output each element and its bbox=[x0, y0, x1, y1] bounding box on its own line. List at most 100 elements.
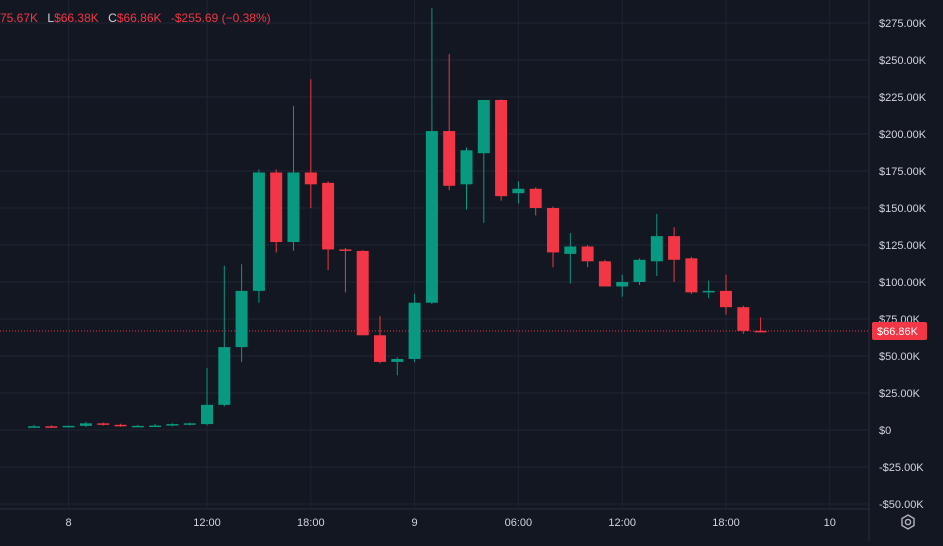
candle-body bbox=[633, 259, 646, 282]
candle-down[interactable] bbox=[685, 256, 698, 294]
candle-up[interactable] bbox=[252, 169, 265, 303]
candle-up[interactable] bbox=[408, 293, 421, 362]
candle-down[interactable] bbox=[45, 425, 58, 428]
candle-body bbox=[374, 335, 386, 362]
candle-up[interactable] bbox=[218, 265, 231, 407]
time-tick-label: 9 bbox=[412, 517, 418, 529]
candle-up[interactable] bbox=[201, 367, 213, 426]
candle-up[interactable] bbox=[702, 280, 715, 299]
candle-up[interactable] bbox=[512, 181, 525, 204]
candle-body bbox=[616, 282, 629, 287]
legend-change: -$255.69 (−0.38%) bbox=[170, 11, 271, 25]
candle-down[interactable] bbox=[668, 227, 681, 282]
price-tick-label: -$25.00K bbox=[879, 462, 924, 474]
candle-up[interactable] bbox=[564, 233, 577, 284]
candle-body bbox=[668, 236, 681, 260]
settings-gear-icon[interactable] bbox=[899, 513, 917, 531]
gear-icon bbox=[901, 514, 915, 530]
candle-body bbox=[97, 423, 110, 425]
candle-down[interactable] bbox=[547, 206, 559, 268]
candle-down[interactable] bbox=[581, 245, 594, 268]
candle-up[interactable] bbox=[477, 99, 490, 223]
candle-up[interactable] bbox=[391, 357, 404, 376]
price-axis-background bbox=[870, 0, 943, 541]
candle-up[interactable] bbox=[149, 424, 162, 428]
time-tick-label: 18:00 bbox=[297, 517, 325, 529]
legend-low-key: L bbox=[47, 11, 55, 25]
price-tick-label: $50.00K bbox=[879, 351, 921, 363]
time-tick-label: 8 bbox=[66, 517, 72, 529]
candle-down[interactable] bbox=[270, 169, 283, 253]
candle-body bbox=[477, 99, 490, 154]
candle-body bbox=[62, 425, 75, 428]
candles bbox=[28, 8, 767, 428]
candle-body bbox=[28, 426, 40, 428]
candle-up[interactable] bbox=[28, 424, 40, 428]
candle-up[interactable] bbox=[616, 274, 629, 297]
price-tick-label: -$50.00K bbox=[879, 499, 924, 511]
candle-up[interactable] bbox=[235, 264, 248, 362]
price-tick-label: $250.00K bbox=[879, 55, 927, 67]
price-axis[interactable]: -$50.00K-$25.00K$0$25.00K$50.00K$75.00K$… bbox=[870, 0, 943, 541]
candle-down[interactable] bbox=[114, 423, 127, 427]
candle-body bbox=[270, 172, 283, 243]
candle-up[interactable] bbox=[166, 423, 179, 427]
candle-body bbox=[235, 290, 248, 348]
candle-down[interactable] bbox=[304, 79, 317, 208]
candle-body bbox=[720, 290, 732, 308]
candle-body bbox=[495, 99, 508, 197]
candle-body bbox=[183, 423, 196, 425]
candle-body bbox=[650, 236, 663, 262]
candle-up[interactable] bbox=[287, 105, 300, 251]
candle-down[interactable] bbox=[374, 316, 386, 364]
candle-body bbox=[252, 172, 265, 291]
candle-body bbox=[322, 182, 335, 250]
candle-body bbox=[737, 307, 750, 331]
ohlc-legend: 75.67K L$66.38K C$66.86K -$255.69 (−0.38… bbox=[0, 11, 271, 25]
candle-body bbox=[218, 347, 231, 405]
price-tick-label: $175.00K bbox=[879, 166, 927, 178]
candle-body bbox=[304, 172, 317, 185]
candle-down[interactable] bbox=[754, 317, 767, 333]
candle-down[interactable] bbox=[97, 422, 110, 426]
candle-down[interactable] bbox=[495, 99, 508, 201]
time-tick-label: 10 bbox=[824, 517, 836, 529]
candle-up[interactable] bbox=[425, 8, 438, 305]
candle-down[interactable] bbox=[339, 247, 352, 293]
candle-up[interactable] bbox=[79, 421, 92, 428]
candle-body bbox=[45, 426, 58, 428]
price-tick-label: $25.00K bbox=[879, 388, 921, 400]
legend-high-value: 75.67K bbox=[0, 11, 39, 25]
candle-body bbox=[79, 423, 92, 426]
candle-down[interactable] bbox=[737, 305, 750, 334]
candle-up[interactable] bbox=[131, 424, 144, 428]
candle-body bbox=[149, 425, 162, 428]
candle-up[interactable] bbox=[460, 147, 473, 210]
candle-down[interactable] bbox=[443, 54, 456, 191]
candle-up[interactable] bbox=[633, 258, 646, 285]
candle-down[interactable] bbox=[720, 274, 732, 315]
candle-body bbox=[702, 290, 715, 293]
candle-down[interactable] bbox=[356, 250, 369, 336]
candle-body bbox=[443, 131, 456, 186]
candle-body bbox=[201, 404, 213, 425]
price-tick-label: $200.00K bbox=[879, 129, 927, 141]
price-tick-label: $125.00K bbox=[879, 240, 927, 252]
candle-up[interactable] bbox=[183, 422, 196, 426]
candle-down[interactable] bbox=[598, 259, 611, 287]
candle-down[interactable] bbox=[529, 187, 542, 216]
time-tick-label: 06:00 bbox=[505, 517, 533, 529]
candle-down[interactable] bbox=[322, 181, 335, 271]
legend-close-value: $66.86K bbox=[116, 11, 162, 25]
last-price-tag-label: $66.86K bbox=[877, 326, 919, 338]
time-tick-label: 12:00 bbox=[193, 517, 221, 529]
candle-body bbox=[356, 250, 369, 336]
candle-body bbox=[287, 172, 300, 243]
candle-body bbox=[547, 208, 559, 253]
time-axis[interactable]: 8 12:00 18:00 9 06:00 12:00 18:00 10 bbox=[66, 517, 836, 529]
price-tick-label: $100.00K bbox=[879, 277, 927, 289]
candle-up[interactable] bbox=[62, 425, 75, 428]
candle-up[interactable] bbox=[650, 213, 663, 277]
